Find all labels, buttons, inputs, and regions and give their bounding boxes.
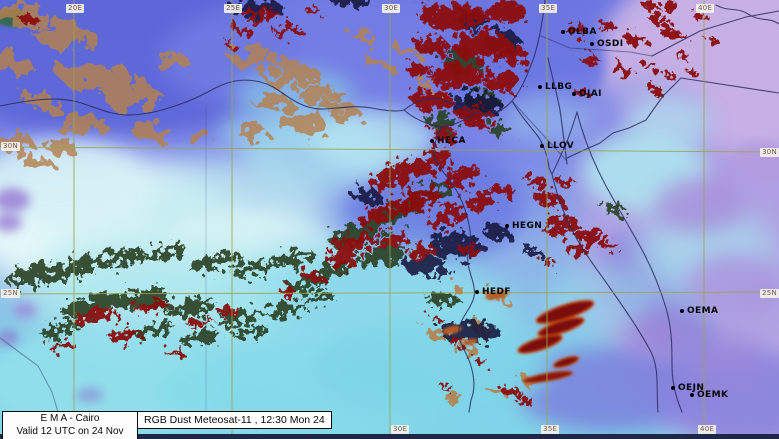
station-label: OEMA	[687, 306, 719, 316]
station-oejn: OEJN	[671, 383, 704, 393]
station-heca: HECA	[430, 136, 466, 146]
station-label: HEDF	[482, 287, 511, 297]
station-label: OJAI	[579, 89, 602, 99]
agency-name: E M A - Cairo	[40, 413, 100, 424]
grid-label-right-30n: 30N	[760, 148, 779, 157]
station-oemk: OEMK	[690, 390, 728, 400]
station-label: LLBG	[545, 82, 573, 92]
station-dot	[690, 393, 694, 397]
station-llbg: LLBG	[538, 82, 572, 92]
station-oema: OEMA	[680, 306, 718, 316]
station-osdi: OSDI	[590, 39, 624, 49]
station-dot	[430, 139, 434, 143]
grid-label-top-20e: 20E	[66, 4, 85, 13]
station-label: LLOV	[547, 141, 575, 151]
station-label: OSDI	[597, 39, 624, 49]
station-dot	[680, 309, 684, 313]
grid-label-bottom-35e: 35E	[541, 425, 560, 434]
station-hegn: HEGN	[505, 221, 542, 231]
station-label: OEJN	[678, 383, 705, 393]
station-label: HECA	[437, 136, 466, 146]
station-llov: LLOV	[540, 141, 574, 151]
station-dot	[590, 42, 594, 46]
station-ojai: OJAI	[572, 89, 602, 99]
station-dot	[572, 92, 576, 96]
agency-validity-box: E M A - Cairo Valid 12 UTC on 24 Nov 202…	[2, 411, 138, 439]
station-label: HEGN	[512, 221, 543, 231]
station-dot	[475, 290, 479, 294]
coastline-borders	[0, 0, 779, 413]
grid-label-left-25n: 25N	[1, 289, 21, 298]
station-dot	[540, 144, 544, 148]
grid-label-top-40e: 40E	[696, 4, 715, 13]
station-dot	[538, 85, 542, 89]
info-bar: E M A - Cairo Valid 12 UTC on 24 Nov 202…	[2, 411, 332, 439]
product-label-box: RGB Dust Meteosat-11 , 12:30 Mon 24	[137, 411, 332, 429]
station-olba: OLBA	[561, 27, 597, 37]
grid-label-right-25n: 25N	[760, 289, 779, 298]
grid-label-top-35e: 35E	[539, 4, 558, 13]
station-label: OLBA	[568, 27, 597, 37]
station-dot	[671, 386, 675, 390]
station-label: OEMK	[697, 390, 729, 400]
grid-label-left-30n: 30N	[1, 142, 21, 151]
grid-label-top-25e: 25E	[224, 4, 243, 13]
product-label: RGB Dust Meteosat-11 , 12:30 Mon 24	[144, 414, 325, 426]
grid-label-bottom-40e: 40E	[698, 425, 717, 434]
grid-label-bottom-30e: 30E	[391, 425, 410, 434]
grid-label-top-30e: 30E	[382, 4, 401, 13]
validity-time: Valid 12 UTC on 24 Nov 2025	[16, 425, 124, 439]
station-dot	[505, 224, 509, 228]
station-dot	[561, 30, 565, 34]
station-hedf: HEDF	[475, 287, 511, 297]
